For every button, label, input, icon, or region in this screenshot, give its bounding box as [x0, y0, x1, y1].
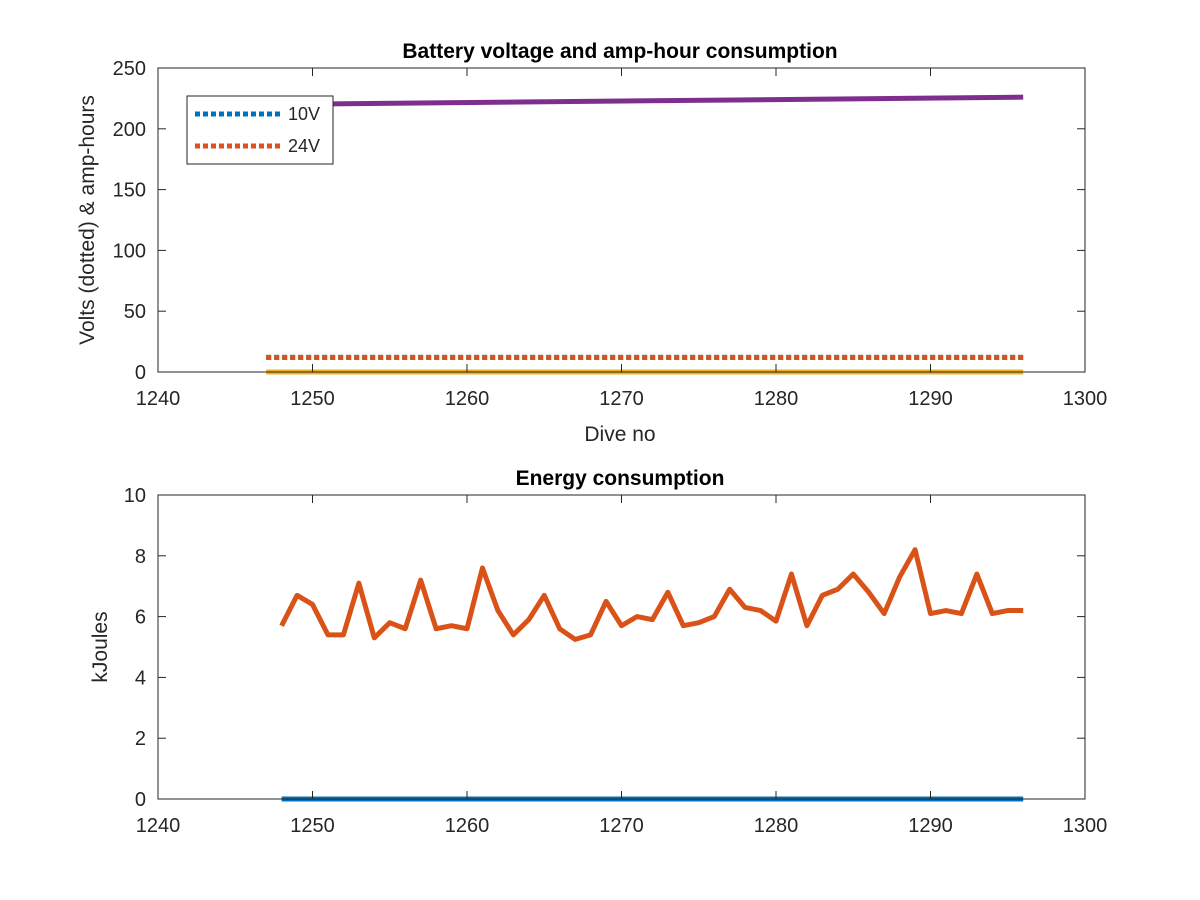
bottom-x-tick-label: 1290 [908, 815, 953, 837]
legend-box [186, 95, 334, 165]
bottom-x-tick-label: 1300 [1063, 815, 1108, 837]
bottom-x-tick-label: 1270 [599, 815, 644, 837]
top-y-tick-label: 200 [113, 119, 146, 141]
top-y-tick-label: 250 [113, 58, 146, 80]
bottom-series-line-1 [279, 547, 1024, 642]
top-x-axis-label: Dive no [584, 423, 655, 446]
bottom-y-tick-label: 4 [135, 667, 146, 689]
bottom-x-tick-label: 1250 [290, 815, 335, 837]
bottom-y-axis-label: kJoules [89, 611, 112, 682]
top-y-tick-label: 50 [124, 301, 146, 323]
top-chart-title: Battery voltage and amp-hour consumption [402, 40, 837, 63]
top-y-tick-label: 150 [113, 180, 146, 202]
bottom-y-tick-label: 0 [135, 789, 146, 811]
bottom-chart-title: Energy consumption [516, 467, 725, 490]
top-x-tick-label: 1260 [445, 388, 490, 410]
legend-label-24v: 24V [288, 136, 320, 156]
bottom-x-tick-label: 1240 [136, 815, 181, 837]
top-x-tick-label: 1250 [290, 388, 335, 410]
top-x-tick-label: 1270 [599, 388, 644, 410]
bottom-x-tick-label: 1280 [754, 815, 799, 837]
top-x-tick-label: 1300 [1063, 388, 1108, 410]
legend-label-10v: 10V [288, 104, 320, 124]
top-legend: 10V 24V [186, 95, 334, 165]
bottom-x-tick-label: 1260 [445, 815, 490, 837]
bottom-y-tick-label: 10 [124, 485, 146, 507]
top-y-axis-label: Volts (dotted) & amp-hours [76, 95, 99, 345]
plot-layer: 1240 1250 1260 1270 1280 1290 1300050100150200… [113, 58, 1108, 837]
top-x-tick-label: 1240 [136, 388, 181, 410]
bottom-y-tick-label: 8 [135, 546, 146, 568]
top-series-line-3 [266, 94, 1024, 107]
bottom-axes: 1240 1250 1260 1270 1280 1290 1300 0 2 4 6 8 10 [124, 485, 1108, 837]
bottom-y-tick-label: 6 [135, 607, 146, 629]
top-y-tick-label: 0 [135, 362, 146, 384]
top-x-tick-label: 1280 [754, 388, 799, 410]
top-x-tick-label: 1290 [908, 388, 953, 410]
top-y-tick-label: 100 [113, 240, 146, 262]
top-axes: 1240 1250 1260 1270 1280 1290 1300 0 50 100 150 200… [113, 58, 1108, 410]
bottom-y-tick-label: 2 [135, 728, 146, 750]
